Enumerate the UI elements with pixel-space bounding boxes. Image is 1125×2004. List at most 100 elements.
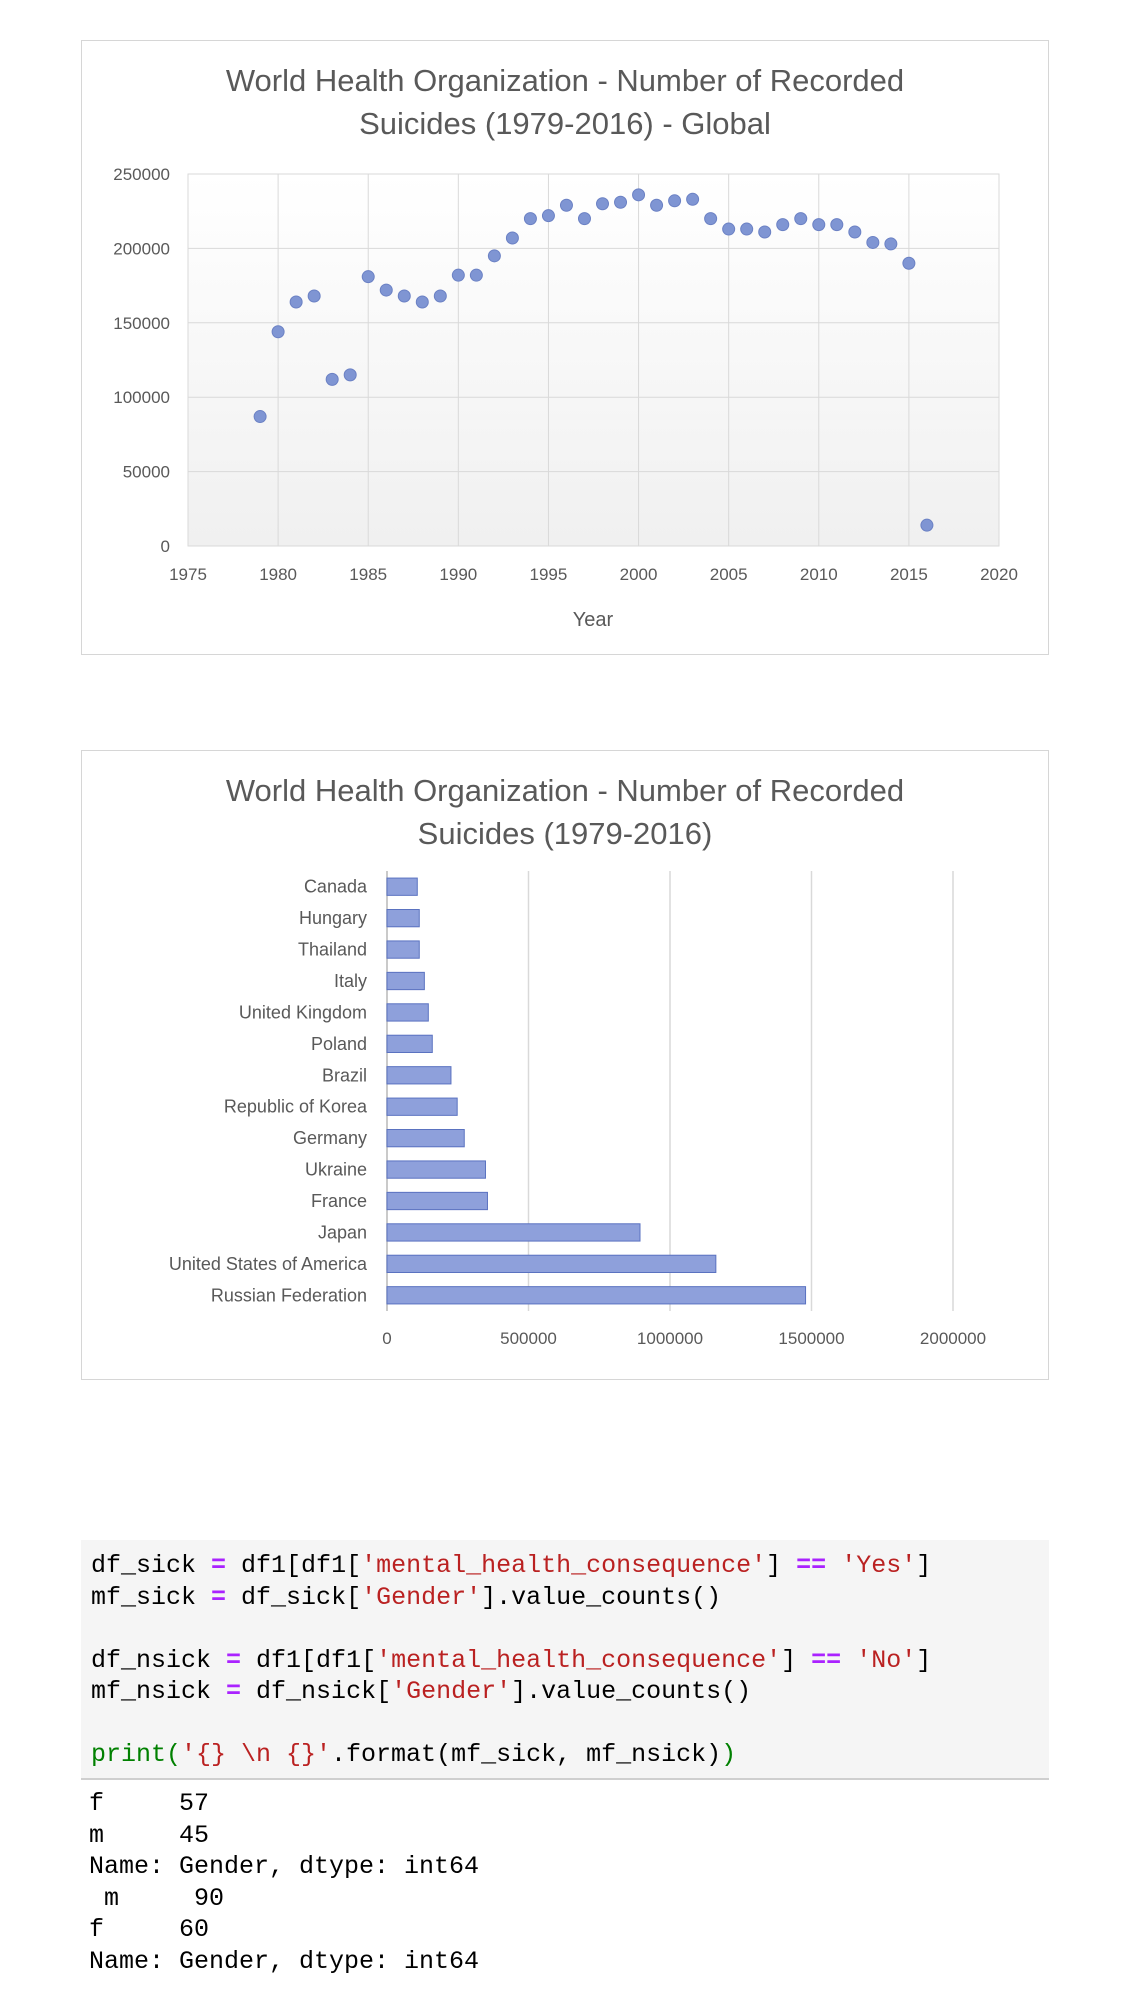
bar: [386, 909, 420, 928]
bar: [386, 1066, 452, 1085]
bar-x-tick-label: 1500000: [778, 1329, 844, 1348]
scatter-point: [397, 289, 411, 303]
scatter-point: [686, 192, 700, 206]
scatter-x-tick-label: 2000: [620, 565, 658, 584]
scatter-point: [379, 283, 393, 297]
bar: [386, 1034, 433, 1054]
scatter-x-tick-label: 1980: [259, 565, 297, 584]
scatter-point: [415, 295, 429, 309]
scatter-title-line-2: Suicides (1979-2016) - Global: [359, 106, 771, 141]
scatter-point: [866, 235, 880, 249]
output-line: m 45: [89, 1820, 210, 1850]
code-line-2: mf_sick = df_sick['Gender'].value_counts…: [91, 1582, 722, 1612]
scatter-point: [469, 268, 483, 282]
code-blank-line: [91, 1613, 1039, 1645]
scatter-x-tick-label: 2020: [980, 565, 1018, 584]
output-line: m 90: [89, 1883, 225, 1913]
scatter-y-tick-label: 150000: [113, 314, 170, 333]
scatter-title-line-1: World Health Organization - Number of Re…: [225, 63, 905, 98]
scatter-point: [794, 212, 808, 226]
bar: [386, 1003, 429, 1022]
scatter-point: [668, 194, 682, 208]
scatter-point: [523, 212, 537, 226]
bar-category-label: Ukraine: [305, 1160, 367, 1180]
scatter-point: [740, 222, 754, 236]
code-blank-line: [91, 1708, 1039, 1740]
output-line: Name: Gender, dtype: int64: [89, 1946, 480, 1976]
scatter-x-tick-label: 1975: [169, 565, 207, 584]
output-line: f 60: [89, 1915, 210, 1944]
scatter-point: [559, 198, 573, 212]
bar: [386, 971, 425, 991]
output-line: Name: Gender, dtype: int64: [89, 1852, 480, 1881]
scatter-point: [614, 195, 628, 209]
bar: [386, 1254, 717, 1274]
scatter-x-axis-label: Year: [573, 609, 614, 631]
bar-x-tick-label: 500000: [500, 1329, 557, 1348]
code-line-1: df_sick = df1[df1['mental_health_consequ…: [91, 1551, 932, 1580]
scatter-y-tick-label: 0: [161, 537, 170, 556]
bar-category-label: France: [311, 1191, 367, 1211]
code-line-3: df_nsick = df1[df1['mental_health_conseq…: [91, 1645, 932, 1675]
scatter-y-tick-label: 50000: [123, 463, 170, 482]
bar: [386, 1223, 641, 1242]
scatter-point: [704, 212, 718, 226]
scatter-point: [451, 268, 465, 282]
bar-category-label: Germany: [293, 1128, 367, 1148]
scatter-chart-panel: World Health Organization - Number of Re…: [81, 40, 1049, 655]
scatter-x-tick-label: 1990: [439, 565, 477, 584]
code-cell-input[interactable]: df_sick = df1[df1['mental_health_consequ…: [81, 1540, 1049, 1780]
bar: [386, 1191, 488, 1211]
bar: [386, 877, 418, 896]
scatter-point: [307, 289, 321, 303]
scatter-x-tick-label: 1985: [349, 565, 387, 584]
bar-category-label: Russian Federation: [211, 1285, 367, 1305]
scatter-y-tick-label: 250000: [113, 165, 170, 184]
scatter-chart-title: World Health Organization - Number of Re…: [82, 59, 1048, 145]
scatter-point: [541, 209, 555, 223]
scatter-point: [325, 372, 339, 386]
scatter-point: [812, 218, 826, 232]
scatter-point: [884, 237, 898, 251]
scatter-y-tick-label: 100000: [113, 388, 170, 407]
scatter-x-tick-label: 2010: [800, 565, 838, 584]
output-line: f 57: [89, 1789, 210, 1818]
code-cell-output: f 57 m 45 Name: Gender, dtype: int64 m 9…: [81, 1786, 1049, 1979]
scatter-x-tick-label: 1995: [530, 565, 568, 584]
bar: [386, 1129, 465, 1148]
code-line-5: print('{} \n {}'.format(mf_sick, mf_nsic…: [91, 1740, 737, 1769]
scatter-point: [920, 518, 934, 532]
bar-chart-title: World Health Organization - Number of Re…: [82, 769, 1048, 855]
bar-category-label: Poland: [311, 1034, 367, 1054]
bar-category-label: Italy: [334, 971, 367, 991]
bar: [386, 940, 420, 959]
scatter-point: [902, 256, 916, 270]
scatter-x-tick-label: 2015: [890, 565, 928, 584]
bar-category-label: United Kingdom: [239, 1002, 367, 1022]
scatter-point: [289, 295, 303, 309]
bar-category-label: Japan: [318, 1222, 367, 1242]
scatter-point: [596, 197, 610, 211]
bar-category-label: Hungary: [299, 908, 367, 928]
scatter-y-tick-label: 200000: [113, 239, 170, 258]
scatter-point: [505, 231, 519, 245]
scatter-point: [577, 212, 591, 226]
code-line-4: mf_nsick = df_nsick['Gender'].value_coun…: [91, 1677, 752, 1706]
scatter-point: [848, 225, 862, 239]
scatter-point: [722, 222, 736, 236]
bar-x-tick-label: 2000000: [920, 1329, 986, 1348]
bar-x-tick-label: 0: [382, 1329, 391, 1348]
bar-category-label: Republic of Korea: [224, 1097, 368, 1117]
scatter-point: [361, 270, 375, 284]
scatter-point: [632, 188, 646, 202]
bar: [386, 1160, 486, 1179]
scatter-point: [776, 218, 790, 232]
scatter-point: [253, 410, 267, 424]
scatter-point: [650, 198, 664, 212]
bar-category-label: Canada: [304, 877, 368, 897]
scatter-point: [487, 249, 501, 263]
scatter-point: [830, 218, 844, 232]
bar-plot: Canada Hungary Thailand Italy United Kingdom…: [169, 871, 986, 1348]
bar-chart-panel: World Health Organization - Number of Re…: [81, 750, 1049, 1380]
scatter-point: [271, 325, 285, 339]
